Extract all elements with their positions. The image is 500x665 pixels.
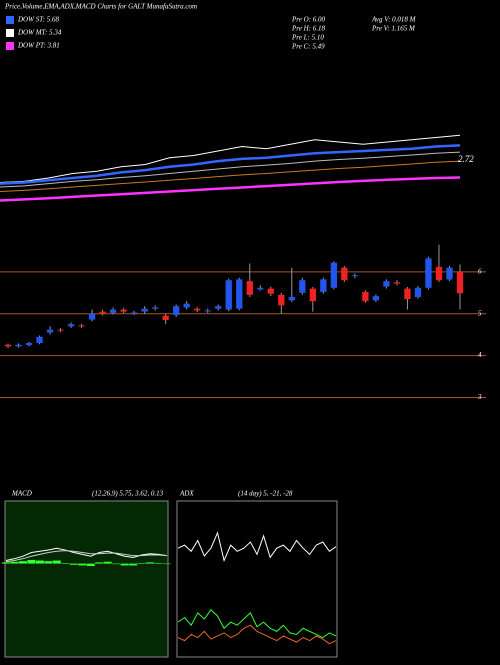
annotation: 2.72	[458, 154, 474, 164]
candle-body	[341, 267, 348, 281]
candle-body	[46, 329, 54, 333]
line	[5, 550, 168, 563]
stat: Pre O: 6.00	[291, 16, 325, 24]
macd-panel	[4, 500, 169, 658]
legend-label: DOW ST: 5.68	[17, 16, 60, 24]
candle-body	[393, 282, 401, 284]
line	[177, 609, 337, 639]
panel-subtitle: (14 day) 5, -21, -28	[238, 490, 293, 498]
histogram-bar	[146, 562, 155, 564]
histogram-bar	[1, 562, 11, 564]
line	[0, 144, 461, 185]
y-tick-label: 3	[477, 393, 482, 401]
candle-body	[351, 275, 359, 277]
histogram-bar	[162, 563, 172, 565]
line	[0, 134, 461, 183]
stat: Pre H: 6.18	[291, 25, 325, 33]
candle-body	[194, 308, 201, 311]
volume-stat: Pre V: 1.165 M	[371, 25, 416, 33]
candle-body	[320, 279, 327, 292]
adx-panel	[176, 500, 338, 658]
candle-body	[88, 313, 96, 320]
histogram-bar	[112, 563, 121, 565]
histogram-bar	[10, 561, 19, 564]
candle-body	[36, 336, 43, 344]
legend-swatch	[6, 29, 14, 37]
line	[0, 176, 461, 202]
candle-body	[456, 271, 464, 294]
line	[177, 531, 337, 563]
candle-body	[109, 309, 117, 313]
y-tick-label: 6	[478, 267, 482, 275]
legend-swatch	[6, 42, 14, 50]
legend-label: DOW MT: 5.34	[17, 29, 62, 37]
panel-title: MACD	[11, 490, 32, 498]
histogram-bar	[137, 562, 146, 564]
histogram-bar	[120, 563, 129, 566]
candle-body	[183, 303, 190, 308]
histogram-bar	[95, 562, 104, 564]
stat: Pre C: 5.49	[291, 43, 325, 51]
candle-body	[278, 294, 285, 306]
candle-body	[236, 279, 243, 309]
candle-body	[267, 288, 274, 294]
candle-body	[246, 281, 253, 295]
candle-body	[57, 329, 64, 331]
panel-subtitle: (12,26,9) 5.75, 3.62, 0.13	[92, 490, 164, 498]
candle-body	[330, 262, 338, 288]
volume-stat: Avg V: 0.018 M	[371, 16, 417, 24]
candle-body	[4, 344, 12, 347]
candle-body	[309, 288, 316, 302]
histogram-bar	[78, 563, 87, 566]
candle-body	[404, 288, 411, 300]
candle-body	[141, 308, 148, 312]
histogram-bar	[61, 562, 70, 564]
candle-body	[78, 325, 85, 327]
line	[0, 151, 461, 188]
candle-body	[25, 343, 33, 346]
candle-body	[288, 296, 295, 301]
candle-body	[215, 306, 222, 309]
candle-body	[299, 280, 306, 293]
legend-label: DOW PT: 3.81	[17, 42, 60, 50]
candle-body	[15, 344, 22, 347]
candle-body	[257, 287, 264, 290]
title: Price,Volume,EMA,ADX,MACD Charts for GAL…	[4, 3, 197, 11]
candle-body	[362, 291, 369, 302]
candle-body	[120, 309, 127, 312]
histogram-bar	[154, 562, 163, 564]
candle-body	[173, 306, 180, 315]
histogram-bar	[44, 561, 53, 564]
candle-body	[414, 287, 422, 297]
line	[177, 624, 337, 645]
y-tick-label: 4	[478, 351, 482, 359]
candle-body	[372, 296, 380, 301]
histogram-bar	[86, 563, 95, 567]
histogram-bar	[18, 561, 27, 564]
y-tick-label: 5	[478, 309, 482, 317]
candle-body	[204, 310, 211, 312]
candle-body	[425, 258, 432, 288]
candle-body	[67, 324, 75, 327]
histogram-bar	[52, 560, 61, 564]
stat: Pre L: 5.10	[291, 34, 324, 42]
candle-body	[99, 311, 106, 314]
candle-body	[162, 315, 169, 320]
histogram-bar	[27, 559, 36, 564]
histogram-bar	[129, 563, 138, 566]
panel-title: ADX	[179, 490, 194, 498]
histogram-bar	[69, 563, 78, 565]
candle-body	[446, 267, 453, 280]
legend-swatch	[6, 16, 14, 24]
candle-body	[130, 312, 138, 314]
candle-body	[383, 281, 390, 287]
candle-body	[152, 307, 159, 309]
candle-body	[435, 266, 443, 281]
histogram-bar	[35, 560, 44, 564]
histogram-bar	[103, 561, 112, 564]
line	[0, 160, 461, 192]
candle-body	[225, 280, 232, 310]
